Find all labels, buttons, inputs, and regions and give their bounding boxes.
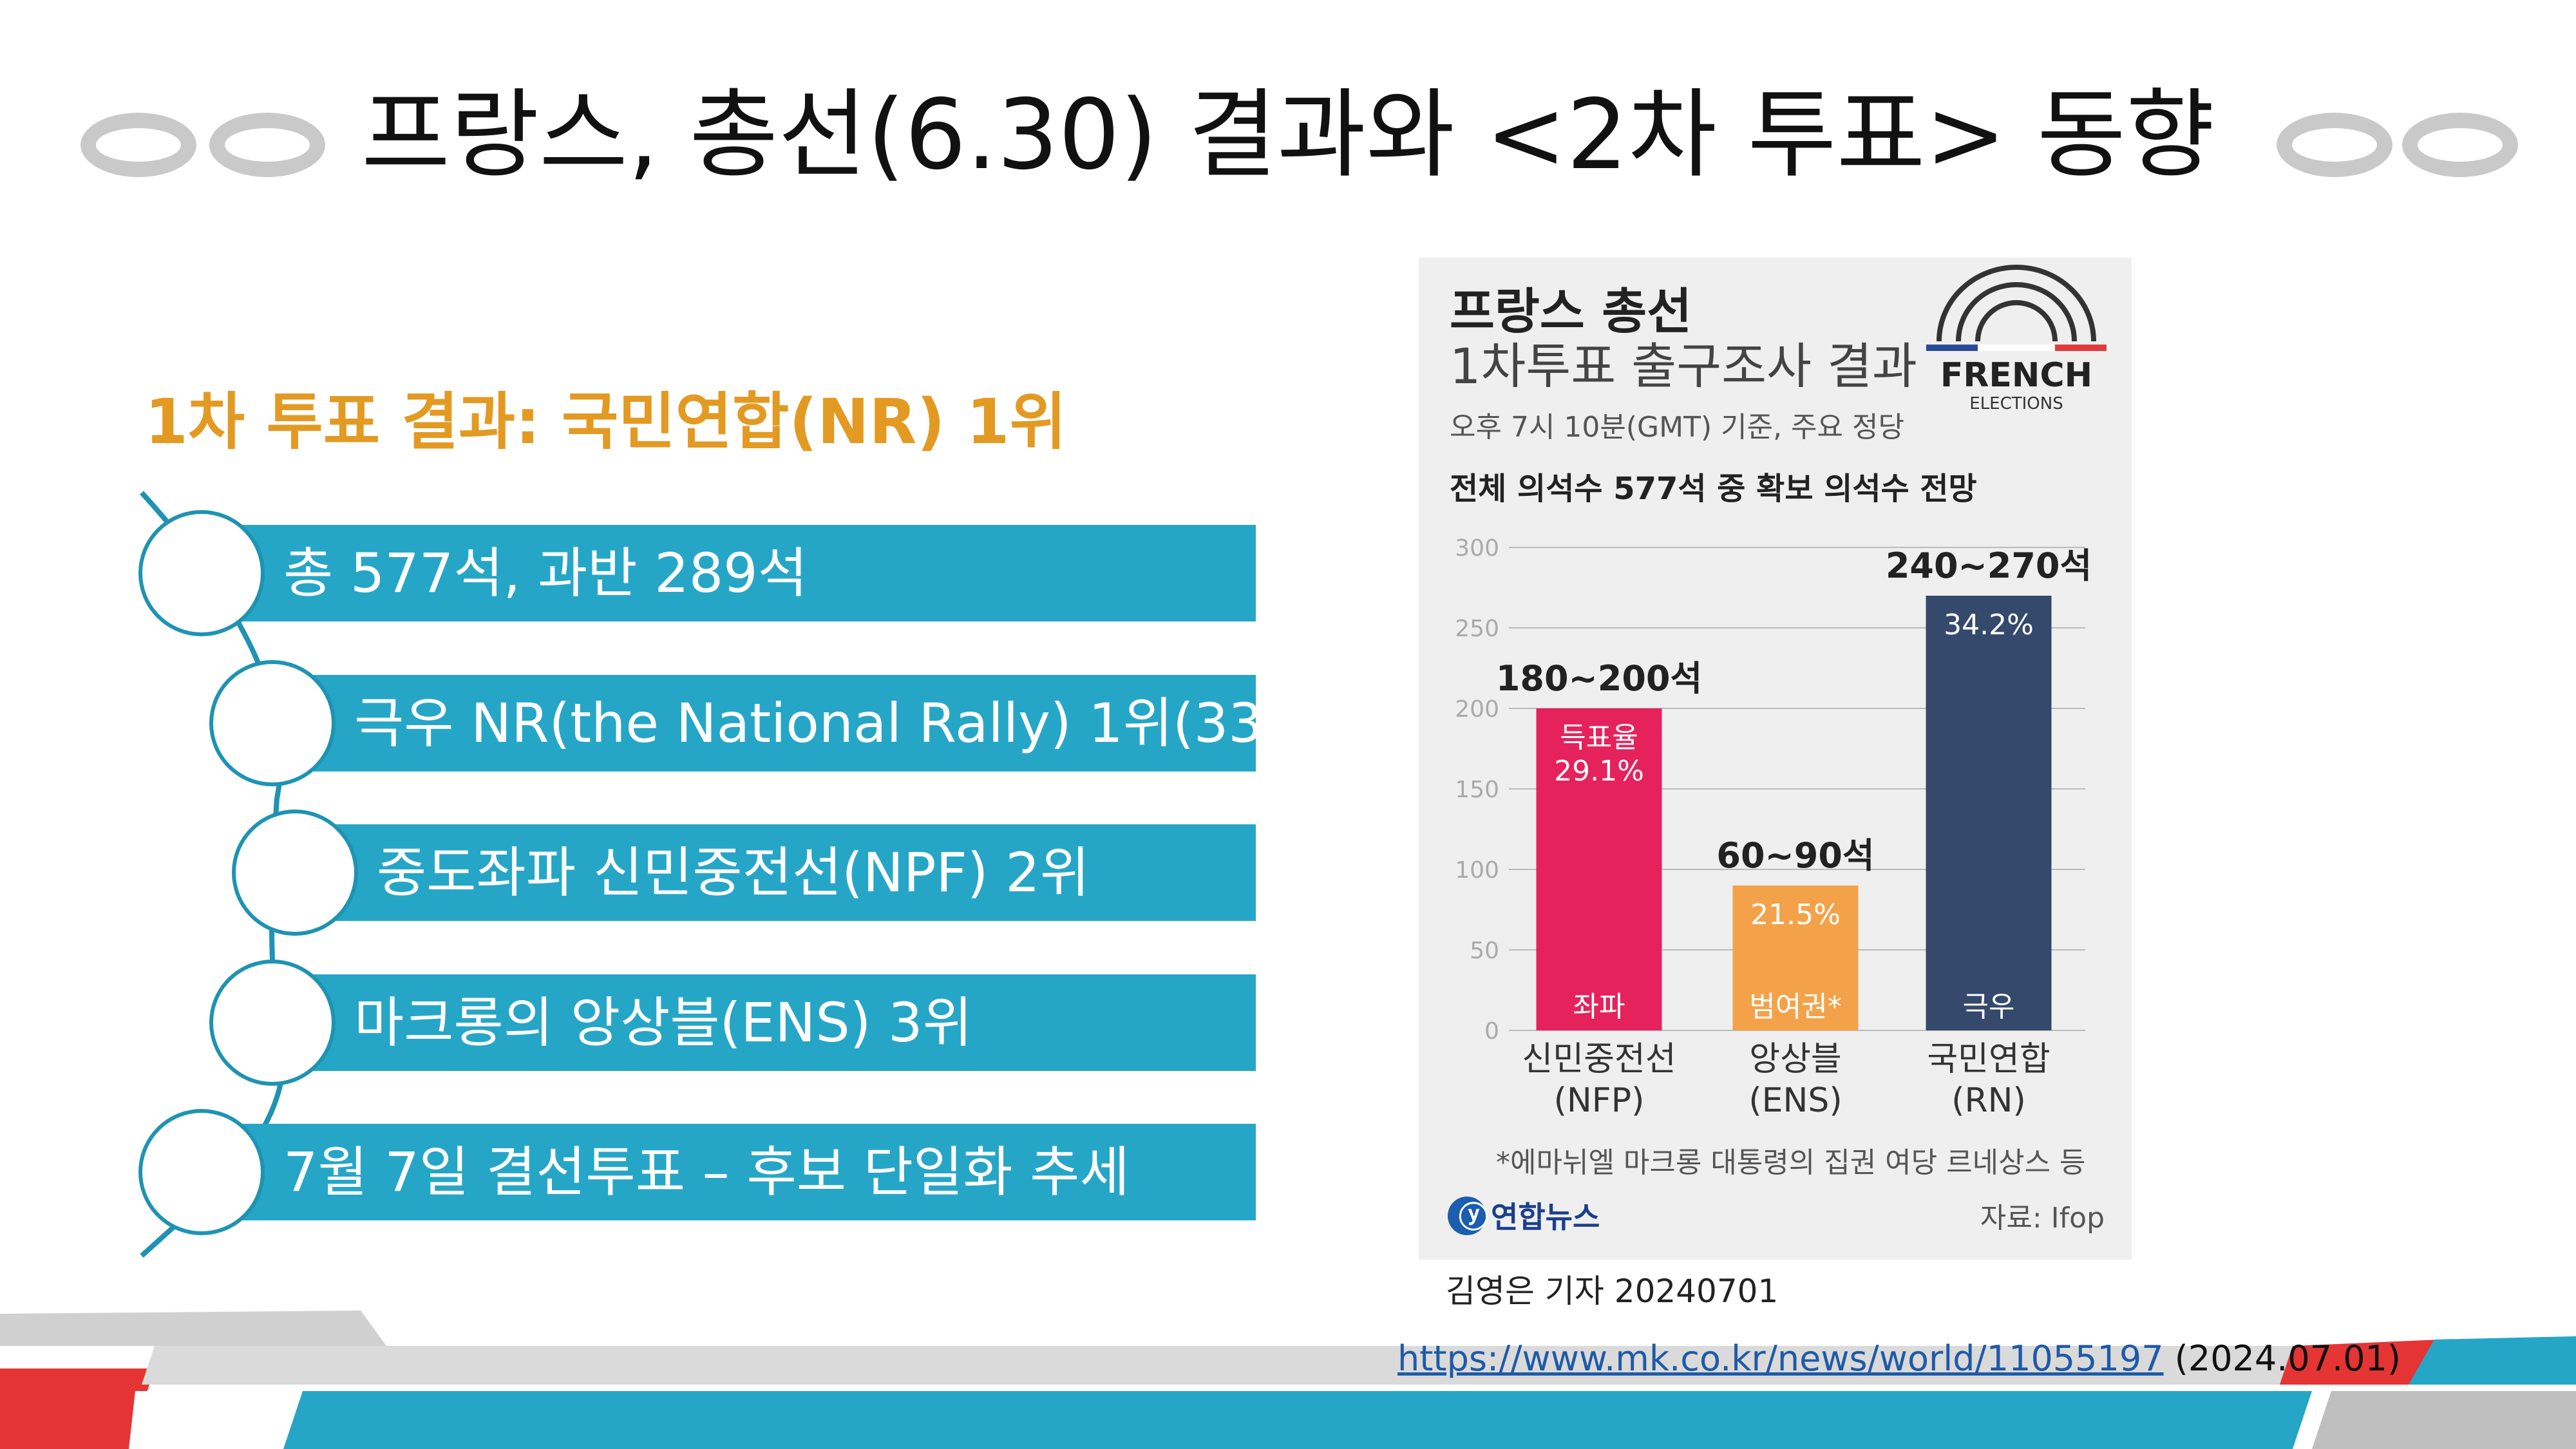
bar <box>1732 886 1859 1030</box>
vote-share-label: 29.1% <box>1554 755 1644 788</box>
slide-title: 프랑스, 총선(6.30) 결과와 <2차 투표> 동향 <box>361 79 2215 191</box>
range-label: 240~270석 <box>1886 545 2092 586</box>
vote-share-label: 득표율 <box>1560 721 1638 754</box>
category-label: (ENS) <box>1748 1081 1842 1120</box>
y-tick-label: 250 <box>1455 616 1499 642</box>
french-elections-logo: FRENCH ELECTIONS <box>1926 265 2107 413</box>
y-tick-label: 0 <box>1484 1018 1499 1045</box>
category-label: 앙상블 <box>1749 1040 1842 1079</box>
yonhap-logo-icon <box>1448 1197 1486 1235</box>
source-link[interactable]: https://www.mk.co.kr/news/world/11055197 <box>1397 1338 2164 1379</box>
list-item-circle <box>209 960 336 1086</box>
list-item-text: 마크롱의 앙상블(ENS) 3위 <box>354 991 972 1054</box>
category-label: 신민중전선 <box>1522 1040 1676 1079</box>
list-item-bar-4: 마크롱의 앙상블(ENS) 3위 <box>309 974 1256 1071</box>
yonhap-logo-glyph: ⓨ <box>1459 1200 1488 1235</box>
bottom-decor <box>0 1311 2576 1449</box>
y-tick-label: 300 <box>1455 535 1499 562</box>
yonhap-logo: ⓨ 연합뉴스 <box>1448 1197 1600 1235</box>
category-label: (RN) <box>1951 1081 2026 1120</box>
list-item-bar-5: 7월 7일 결선투표 – 후보 단일화 추세 <box>238 1124 1256 1220</box>
infographic-heading: 전체 의석수 577석 중 확보 의석수 전망 <box>1450 471 1977 507</box>
list-item-text: 극우 NR(the National Rally) 1위(33.2%) <box>354 692 1256 755</box>
infographic-svg: 프랑스 총선 1차투표 출구조사 결과 오후 7시 10분(GMT) 기준, 주… <box>1448 265 2107 1235</box>
source-date: (2024.07.01) <box>2174 1338 2401 1379</box>
decor-ring-right-2 <box>2402 113 2518 177</box>
y-tick-label: 150 <box>1455 777 1499 803</box>
y-tick-label: 100 <box>1455 857 1499 884</box>
bar <box>1926 596 2052 1030</box>
list-item-text: 7월 7일 결선투표 – 후보 단일화 추세 <box>283 1141 1130 1204</box>
category-label: (NFP) <box>1554 1081 1645 1120</box>
logo-word: FRENCH <box>1940 356 2092 395</box>
range-label: 180~200석 <box>1496 658 1702 699</box>
section-heading: 1차 투표 결과: 국민연합(NR) 1위 <box>145 386 1066 458</box>
vote-share-label: 21.5% <box>1750 898 1841 931</box>
vote-share-label: 34.2% <box>1944 609 2034 641</box>
infographic-panel: 프랑스 총선 1차투표 출구조사 결과 오후 7시 10분(GMT) 기준, 주… <box>1419 258 2132 1260</box>
y-tick-label: 200 <box>1455 696 1499 723</box>
category-label: 국민연합 <box>1927 1040 2050 1079</box>
list-item-circle <box>209 660 336 786</box>
infographic-footnote: *에마뉘엘 마크롱 대통령의 집권 여당 르네상스 등 <box>1496 1146 2086 1179</box>
list-item-bar-2: 극우 NR(the National Rally) 1위(33.2%) <box>309 675 1256 772</box>
list-item-bar-3: 중도좌파 신민중전선(NPF) 2위 <box>332 824 1256 921</box>
reporter-credit: 김영은 기자 20240701 <box>1446 1273 1779 1310</box>
list-item-text: 총 577석, 과반 289석 <box>283 542 808 605</box>
list-item-circle <box>232 810 358 936</box>
infographic-time-note: 오후 7시 10분(GMT) 기준, 주요 정당 <box>1450 411 1904 444</box>
infographic-subtitle: 1차투표 출구조사 결과 <box>1450 337 1917 395</box>
data-source: 자료: Ifop <box>1980 1202 2105 1235</box>
decor-ring-right-1 <box>2277 113 2392 177</box>
list-item-circle <box>138 510 265 636</box>
list-item-text: 중도좌파 신민중전선(NPF) 2위 <box>377 841 1090 904</box>
source-caption: https://www.mk.co.kr/news/world/11055197… <box>1397 1338 2401 1379</box>
infographic-title: 프랑스 총선 <box>1450 283 1692 340</box>
bloc-label: 극우 <box>1963 990 2015 1023</box>
decor-ring-left-1 <box>80 113 196 177</box>
decor-ring-left-2 <box>209 113 325 177</box>
bloc-label: 범여권* <box>1749 990 1841 1023</box>
y-tick-label: 50 <box>1470 938 1499 964</box>
logo-sub: ELECTIONS <box>1969 394 2063 413</box>
bar <box>1536 708 1662 1030</box>
agency-name: 연합뉴스 <box>1491 1200 1600 1235</box>
list-item-bar-1: 총 577석, 과반 289석 <box>238 525 1256 621</box>
range-label: 60~90석 <box>1716 835 1874 876</box>
list-item-circle <box>138 1109 265 1235</box>
bloc-label: 좌파 <box>1573 990 1625 1023</box>
